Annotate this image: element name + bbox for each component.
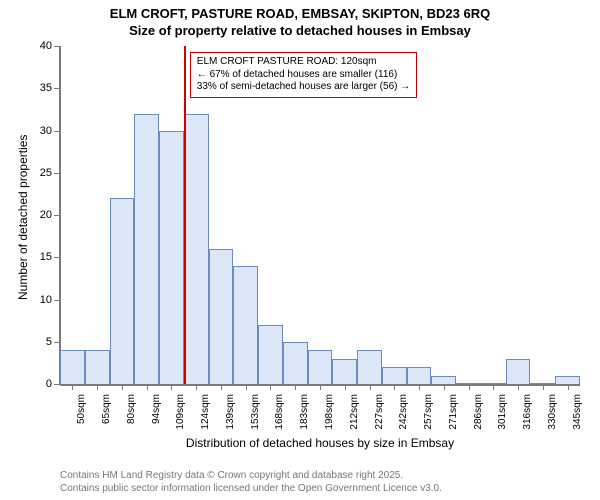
histogram-bar [159,131,184,385]
credits-line-2: Contains public sector information licen… [60,483,442,496]
histogram-bar [407,367,432,384]
y-tick-label: 20 [32,209,52,221]
credits: Contains HM Land Registry data © Crown c… [60,470,442,495]
annotation-box: ELM CROFT PASTURE ROAD: 120sqm← 67% of d… [190,52,417,98]
y-tick-label: 15 [32,251,52,263]
x-tick [246,384,247,390]
x-tick-label: 316sqm [522,394,533,434]
x-tick [72,384,73,390]
x-tick [171,384,172,390]
y-tick [54,257,60,258]
x-tick-label: 301sqm [497,394,508,434]
x-tick [295,384,296,390]
x-tick [270,384,271,390]
x-tick-label: 139sqm [225,394,236,434]
x-tick-label: 242sqm [398,394,409,434]
x-tick [419,384,420,390]
y-tick-label: 0 [32,378,52,390]
x-tick-label: 330sqm [547,394,558,434]
x-tick-label: 212sqm [349,394,360,434]
y-tick-label: 10 [32,294,52,306]
x-tick [122,384,123,390]
x-tick-label: 271sqm [448,394,459,434]
histogram-bar [332,359,357,384]
x-tick [221,384,222,390]
x-tick [196,384,197,390]
y-tick-label: 35 [32,82,52,94]
y-tick [54,46,60,47]
x-tick-label: 50sqm [76,394,87,434]
x-tick-label: 65sqm [101,394,112,434]
histogram-bar [85,350,110,384]
x-tick [147,384,148,390]
y-tick [54,300,60,301]
x-tick [568,384,569,390]
x-tick-label: 183sqm [299,394,310,434]
plot-area: ELM CROFT PASTURE ROAD: 120sqm← 67% of d… [60,46,580,386]
histogram-bar [258,325,283,384]
histogram-bar [60,350,85,384]
x-tick-label: 227sqm [374,394,385,434]
x-tick-label: 94sqm [151,394,162,434]
title-line-2: Size of property relative to detached ho… [0,23,600,40]
title-line-1: ELM CROFT, PASTURE ROAD, EMBSAY, SKIPTON… [0,6,600,23]
annot-line-2: ← 67% of detached houses are smaller (11… [197,69,410,82]
chart-title: ELM CROFT, PASTURE ROAD, EMBSAY, SKIPTON… [0,0,600,40]
histogram-bar [382,367,407,384]
x-tick [444,384,445,390]
histogram-bar [283,342,308,384]
x-tick-label: 257sqm [423,394,434,434]
histogram-bar [357,350,382,384]
y-tick-label: 25 [32,167,52,179]
x-tick [469,384,470,390]
histogram-bar [134,114,159,384]
x-tick [394,384,395,390]
y-tick [54,88,60,89]
x-tick [345,384,346,390]
y-tick-label: 30 [32,125,52,137]
marker-line [184,46,186,384]
y-tick [54,384,60,385]
histogram-bar [308,350,333,384]
y-tick [54,215,60,216]
x-tick-label: 124sqm [200,394,211,434]
y-axis-label: Number of detached properties [16,135,30,300]
x-tick-label: 168sqm [274,394,285,434]
x-tick [493,384,494,390]
x-tick [543,384,544,390]
annot-line-1: ELM CROFT PASTURE ROAD: 120sqm [197,56,410,69]
y-tick-label: 5 [32,336,52,348]
histogram-bar [555,376,580,384]
y-tick [54,342,60,343]
x-tick-label: 198sqm [324,394,335,434]
x-tick [320,384,321,390]
y-tick [54,173,60,174]
histogram-bar [209,249,234,384]
histogram-bar [431,376,456,384]
histogram-chart: ELM CROFT, PASTURE ROAD, EMBSAY, SKIPTON… [0,0,600,500]
annot-line-3: 33% of semi-detached houses are larger (… [197,81,410,94]
y-tick [54,131,60,132]
histogram-bar [233,266,258,384]
histogram-bar [110,198,135,384]
x-tick [518,384,519,390]
x-axis-label: Distribution of detached houses by size … [170,436,470,450]
x-tick-label: 109sqm [175,394,186,434]
x-tick-label: 345sqm [572,394,583,434]
x-tick [97,384,98,390]
x-tick-label: 80sqm [126,394,137,434]
x-tick-label: 286sqm [473,394,484,434]
y-tick-label: 40 [32,40,52,52]
histogram-bar [184,114,209,384]
credits-line-1: Contains HM Land Registry data © Crown c… [60,470,442,483]
histogram-bar [506,359,531,384]
x-tick-label: 153sqm [250,394,261,434]
x-tick [370,384,371,390]
